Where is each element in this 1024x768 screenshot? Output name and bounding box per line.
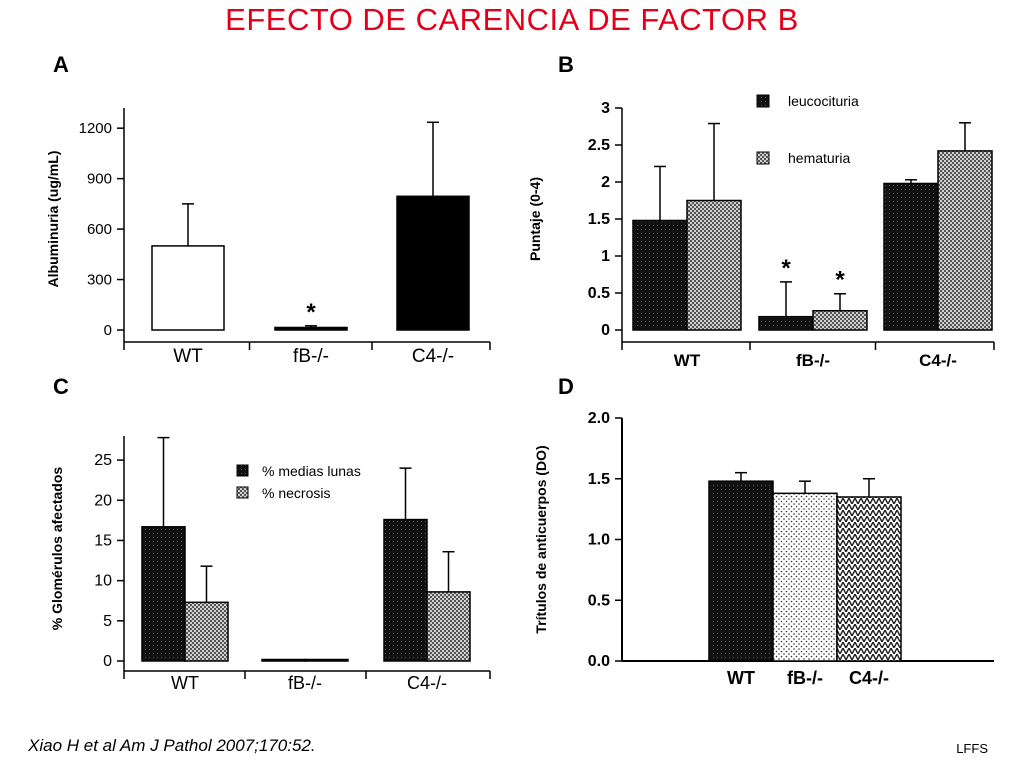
bar [937, 150, 993, 331]
y-tick-label: 600 [87, 221, 112, 238]
y-tick-label: 25 [94, 452, 112, 469]
significance-asterisk: * [835, 267, 845, 294]
chart-d: 0.0 0.5 1.0 1.5 2.0 Trítulos de anticuerpos (… [533, 410, 994, 688]
bar [812, 310, 868, 331]
panel-label-d: D [558, 374, 574, 399]
bar [383, 518, 428, 662]
footer-label: LFFS [956, 741, 988, 756]
y-tick-label: 3 [601, 100, 610, 117]
bar [883, 182, 939, 331]
bar [836, 496, 902, 662]
y-tick-label: 10 [94, 573, 112, 590]
x-tick-label: C4-/- [407, 673, 447, 693]
x-tick-label: WT [727, 668, 755, 688]
y-axis-label: Trítulos de anticuerpos (DO) [533, 445, 549, 633]
y-tick-label: 2.0 [588, 410, 610, 427]
legend-swatch [756, 151, 770, 165]
bar [708, 480, 774, 662]
bar [151, 245, 225, 331]
legend-label: leucocituria [788, 93, 859, 109]
y-tick-label: 1.5 [588, 211, 610, 228]
y-axis-label: Albuminuria (ug/mL) [45, 151, 61, 288]
legend-label: % medias lunas [262, 463, 361, 479]
legend-swatch [236, 464, 249, 477]
x-tick-label: WT [171, 673, 199, 693]
chart-b: 0 0.5 1 1.5 2 2.5 3 Puntaje (0-4) WT fB-/- C4-/- * *… [527, 93, 995, 370]
y-axis-label: % Glomérulos afectados [49, 467, 65, 631]
panel-label-c: C [53, 374, 69, 399]
x-tick-label: fB-/- [796, 351, 830, 370]
bar [274, 326, 348, 331]
y-tick-label: 300 [87, 272, 112, 289]
x-tick-label: fB-/- [288, 673, 322, 693]
y-tick-label: 15 [94, 532, 112, 549]
y-tick-label: 0 [103, 653, 112, 670]
y-tick-label: 0.5 [588, 592, 610, 609]
x-tick-label: C4-/- [412, 346, 454, 367]
bar [686, 199, 742, 331]
bar [141, 526, 186, 662]
x-tick-label: WT [674, 351, 701, 370]
y-tick-label: 1.5 [588, 471, 610, 488]
bar [426, 591, 471, 662]
panel-label-a: A [53, 52, 69, 77]
y-tick-label: 20 [94, 492, 112, 509]
y-tick-label: 0.5 [588, 285, 610, 302]
x-tick-label: fB-/- [293, 346, 329, 367]
panel-label-b: B [558, 52, 574, 77]
y-tick-label: 2.5 [588, 137, 610, 154]
chart-a: 0 300 600 900 1200 Albuminuria (ug/mL) WT fB-/-… [45, 108, 491, 367]
y-tick-label: 1 [601, 248, 610, 265]
y-tick-label: 2 [601, 174, 610, 191]
x-tick-label: C4-/- [849, 668, 889, 688]
citation: Xiao H et al Am J Pathol 2007;170:52. [28, 736, 316, 755]
x-tick-label: C4-/- [919, 351, 957, 370]
bar [758, 315, 814, 331]
legend-swatch [236, 486, 249, 499]
y-tick-label: 0.0 [588, 653, 610, 670]
y-tick-label: 0 [104, 322, 112, 339]
x-tick-label: WT [173, 346, 203, 367]
legend-swatch [756, 94, 770, 108]
y-tick-label: 0 [601, 322, 610, 339]
y-tick-label: 5 [103, 613, 112, 630]
x-tick-label: fB-/- [787, 668, 823, 688]
bar [261, 658, 306, 662]
significance-asterisk: * [781, 255, 791, 282]
y-tick-label: 1200 [79, 120, 112, 137]
significance-asterisk: * [306, 299, 316, 326]
y-tick-label: 900 [87, 171, 112, 188]
y-axis-label: Puntaje (0-4) [527, 177, 543, 261]
bar [772, 492, 838, 662]
bar [304, 658, 349, 662]
bar [632, 219, 688, 331]
y-tick-label: 1.0 [588, 532, 610, 549]
legend-label: % necrosis [262, 485, 330, 501]
bar [184, 601, 229, 662]
slide-title: EFECTO DE CARENCIA DE FACTOR B [225, 2, 799, 37]
bar [396, 195, 470, 331]
chart-c: 0 5 10 15 20 25 % Glomérulos afectados WT fB-/- C… [49, 436, 491, 693]
legend-label: hematuria [788, 150, 850, 166]
